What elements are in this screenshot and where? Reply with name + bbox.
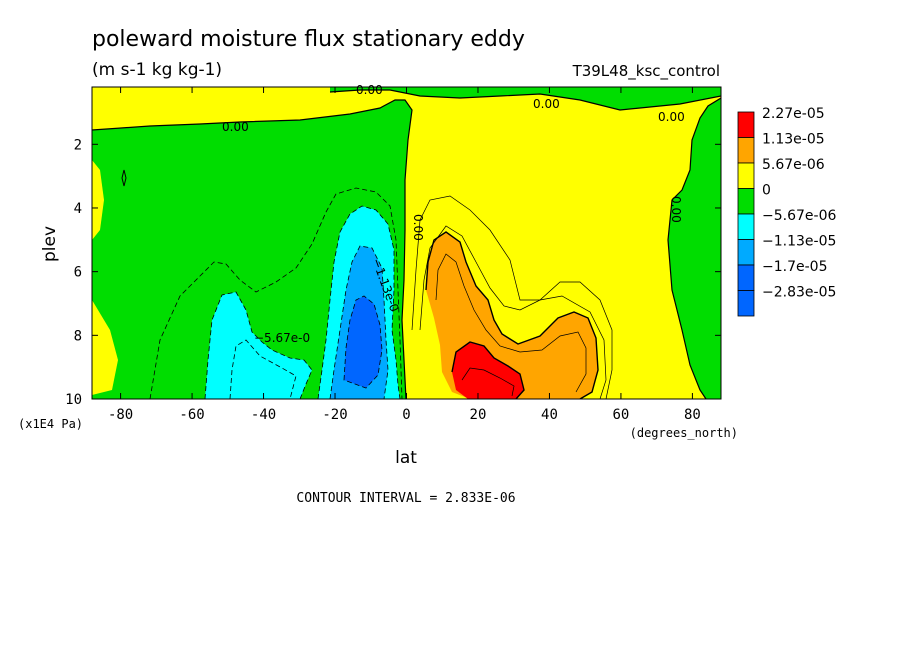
contour-lines: [92, 89, 721, 399]
x-axis: -80 -60 -40 -20 0 20 40 60 80: [108, 87, 701, 423]
contour-label: 0.00: [222, 120, 249, 134]
y-tick-label: 2: [74, 137, 82, 153]
legend-swatch: [737, 137, 755, 164]
x-tick-label: -60: [179, 407, 204, 423]
negative-region-darkblue-core: [344, 296, 382, 388]
x-tick-label: 20: [470, 407, 487, 423]
contour-label: 0.00: [658, 110, 685, 124]
contour-fill: [92, 87, 721, 399]
zero-contour-north: [667, 97, 721, 399]
legend-swatch: [737, 188, 755, 215]
negative-contour-dashed-5: [343, 295, 383, 389]
legend-swatch: [737, 264, 755, 291]
legend-label: −1.13e-05: [762, 234, 836, 250]
positive-contour-inner: [435, 253, 587, 393]
positive-contour-bold: [425, 231, 599, 399]
contour-interval-text: CONTOUR INTERVAL = 2.833E-06: [296, 491, 515, 506]
negative-contour-dashed-3: [317, 205, 401, 399]
legend-label: 1.13e-05: [762, 132, 825, 148]
negative-contour-dashed-6: [229, 339, 297, 399]
y-axis-title: plev: [40, 226, 60, 262]
negative-contour-dashed-2: [204, 291, 313, 399]
contour-label: 0.00: [669, 196, 683, 223]
x-units-label: (degrees_north): [630, 426, 738, 440]
legend-label: −1.7e-05: [762, 259, 827, 275]
x-tick-label: 0: [402, 407, 410, 423]
legend-swatch: [737, 290, 755, 317]
legend-swatch: [737, 111, 755, 138]
y-tick-label: 4: [74, 201, 82, 217]
legend-swatch: [737, 162, 755, 189]
zero-contour-top: [329, 89, 721, 111]
contour-label: −5.67e-0: [254, 331, 310, 345]
x-tick-label: -40: [251, 407, 276, 423]
negative-contour-dashed-4: [329, 245, 389, 399]
x-tick-label: 80: [684, 407, 701, 423]
legend-swatch: [737, 239, 755, 266]
x-tick-label: -20: [322, 407, 347, 423]
legend-label: −5.67e-06: [762, 208, 836, 224]
contour-label: 0.00: [356, 83, 383, 97]
color-legend: 2.27e-05 1.13e-05 5.67e-06 0 −5.67e-06 −1.13e…: [737, 106, 836, 317]
legend-swatch: [737, 213, 755, 240]
x-tick-label: 60: [613, 407, 630, 423]
zero-contour-south: [92, 99, 413, 399]
x-tick-label: -80: [108, 407, 133, 423]
legend-label: 5.67e-06: [762, 157, 825, 173]
run-label: T39L48_ksc_control: [572, 62, 720, 81]
legend-label: 0: [762, 183, 771, 199]
contour-label: 0.00: [533, 97, 560, 111]
x-tick-label: 40: [541, 407, 558, 423]
positive-contour-red: [451, 341, 525, 399]
y-tick-label: 6: [74, 265, 82, 281]
positive-contour-red-inner: [461, 367, 515, 397]
legend-label: 2.27e-05: [762, 106, 825, 122]
positive-patch-midlev: [92, 300, 118, 395]
chart-title: poleward moisture flux stationary eddy: [92, 27, 525, 52]
negative-contour-dashed-1: [149, 187, 403, 399]
y-tick-label: 10: [65, 392, 82, 408]
y-axis: 2 4 6 8 10: [65, 137, 721, 408]
units-label: (m s-1 kg kg-1): [92, 60, 222, 80]
positive-patch-west: [92, 160, 104, 240]
x-axis-title: lat: [395, 448, 417, 468]
legend-label: −2.83e-05: [762, 285, 836, 301]
positive-region-red: [452, 342, 524, 399]
positive-contour-thin-2: [419, 225, 607, 399]
contour-label: 0.00: [411, 214, 425, 241]
positive-contour-thin-1: [411, 195, 613, 399]
negative-region-green-top: [330, 87, 721, 110]
y-tick-label: 8: [74, 328, 82, 344]
zero-contour-island: [121, 169, 127, 187]
y-units-label: (x1E4 Pa): [18, 417, 83, 431]
negative-region-green-north: [668, 98, 721, 399]
